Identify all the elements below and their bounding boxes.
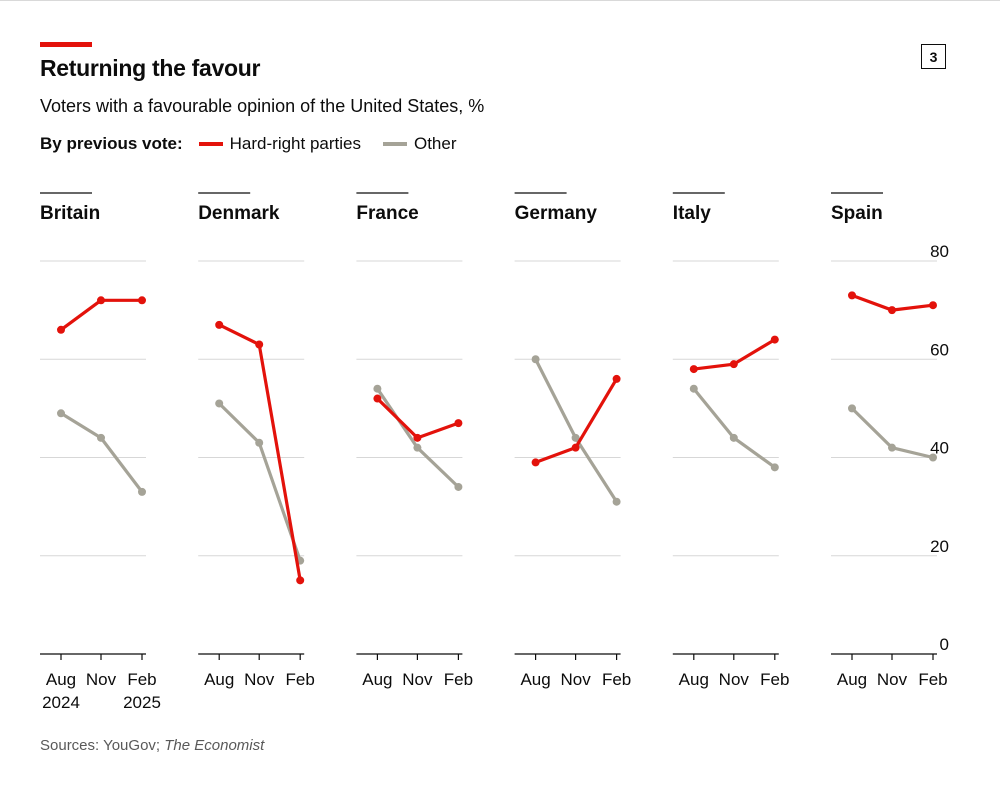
chart-title: Returning the favour [40, 55, 261, 81]
data-point-denmark-other-aug [215, 399, 224, 408]
brand-accent-bar [40, 42, 92, 47]
source-publication: The Economist [164, 737, 265, 754]
series-line-denmark-other [217, 401, 302, 563]
data-point-spain-other-feb [929, 453, 937, 462]
data-point-denmark-hard-right-nov [255, 340, 264, 349]
x-tick-label-italy-nov: Nov [719, 670, 750, 689]
source-note: Sources: YouGov; The Economist [40, 737, 264, 754]
x-tick-label-germany-aug: Aug [520, 670, 550, 689]
x-year-label-feb: 2025 [123, 693, 161, 712]
data-point-germany-hard-right-feb [612, 374, 621, 383]
legend-item-hard-right: Hard-right parties [198, 134, 361, 154]
series-line-italy-other [692, 387, 777, 469]
data-point-italy-hard-right-aug [689, 365, 698, 374]
series-line-britain-other [59, 411, 144, 494]
y-tick-label-60: 60 [930, 340, 949, 359]
x-tick-label-britain-feb: Feb [127, 670, 156, 689]
panel-title-italy: Italy [673, 203, 711, 224]
data-point-germany-hard-right-aug [531, 458, 540, 467]
legend: By previous vote: Hard-right parties Oth… [40, 134, 479, 154]
data-point-france-other-nov [413, 443, 422, 452]
data-point-denmark-hard-right-feb [296, 576, 305, 585]
data-point-denmark-hard-right-aug [215, 320, 224, 329]
x-tick-label-spain-aug: Aug [837, 670, 867, 689]
y-tick-label-40: 40 [930, 439, 949, 458]
data-point-france-hard-right-aug [373, 394, 382, 403]
figure-number-badge: 3 [921, 44, 946, 69]
legend-item-other: Other [382, 134, 457, 154]
x-tick-label-france-feb: Feb [444, 670, 473, 689]
legend-swatch-other [382, 142, 407, 146]
data-point-britain-other-feb [138, 487, 146, 496]
legend-swatch-hard-right [198, 142, 223, 146]
data-point-italy-other-aug [689, 384, 698, 393]
panel-title-spain: Spain [831, 203, 883, 224]
data-point-germany-other-aug [531, 355, 540, 364]
legend-label: By previous vote: [40, 134, 183, 153]
data-point-britain-hard-right-feb [138, 296, 146, 305]
data-point-italy-other-nov [729, 433, 738, 442]
series-line-britain-hard-right [59, 298, 144, 332]
data-point-spain-hard-right-nov [888, 306, 896, 315]
legend-text-other: Other [413, 134, 457, 153]
x-tick-label-italy-feb: Feb [760, 670, 789, 689]
x-tick-label-spain-nov: Nov [877, 670, 908, 689]
y-tick-label-0: 0 [940, 635, 949, 654]
series-line-germany-other [533, 357, 619, 504]
data-point-italy-other-feb [770, 463, 779, 472]
y-tick-label-80: 80 [930, 242, 949, 261]
data-point-britain-other-nov [97, 433, 105, 442]
data-point-france-other-feb [454, 482, 463, 491]
x-tick-label-italy-aug: Aug [679, 670, 709, 689]
x-tick-label-britain-aug: Aug [46, 670, 76, 689]
data-point-france-hard-right-feb [454, 419, 463, 428]
data-point-france-hard-right-nov [413, 433, 422, 442]
data-point-italy-hard-right-nov [729, 360, 738, 369]
panel-title-denmark: Denmark [198, 203, 280, 224]
data-point-germany-other-nov [571, 433, 580, 442]
chart-subtitle: Voters with a favourable opinion of the … [40, 96, 485, 116]
series-line-denmark-hard-right [217, 323, 302, 582]
x-tick-label-denmark-nov: Nov [244, 670, 275, 689]
x-year-label-aug: 2024 [42, 693, 80, 712]
data-point-spain-hard-right-aug [848, 291, 856, 300]
x-tick-label-denmark-aug: Aug [204, 670, 234, 689]
data-point-spain-other-aug [848, 404, 856, 413]
data-point-britain-hard-right-nov [97, 296, 105, 305]
data-point-britain-hard-right-aug [57, 325, 65, 334]
x-tick-label-britain-nov: Nov [86, 670, 117, 689]
x-tick-label-france-nov: Nov [402, 670, 433, 689]
y-tick-label-20: 20 [930, 537, 949, 556]
data-point-denmark-other-nov [255, 438, 264, 447]
x-tick-label-germany-feb: Feb [602, 670, 631, 689]
legend-text-hard-right: Hard-right parties [229, 134, 361, 153]
x-tick-label-germany-nov: Nov [560, 670, 591, 689]
source-prefix: Sources: YouGov; [40, 737, 165, 754]
data-point-italy-hard-right-feb [770, 335, 779, 344]
data-point-france-other-aug [373, 384, 382, 393]
data-point-germany-other-feb [612, 497, 621, 506]
data-point-germany-hard-right-nov [571, 443, 580, 452]
panel-title-france: France [356, 203, 418, 224]
x-tick-label-france-aug: Aug [362, 670, 392, 689]
panel-title-germany: Germany [515, 203, 598, 224]
data-point-spain-hard-right-feb [929, 301, 937, 310]
data-point-britain-other-aug [57, 409, 65, 418]
panel-title-britain: Britain [40, 203, 100, 224]
top-rule [0, 0, 1000, 1]
x-tick-label-spain-feb: Feb [918, 670, 947, 689]
data-point-spain-other-nov [888, 443, 896, 452]
x-tick-label-denmark-feb: Feb [286, 670, 315, 689]
